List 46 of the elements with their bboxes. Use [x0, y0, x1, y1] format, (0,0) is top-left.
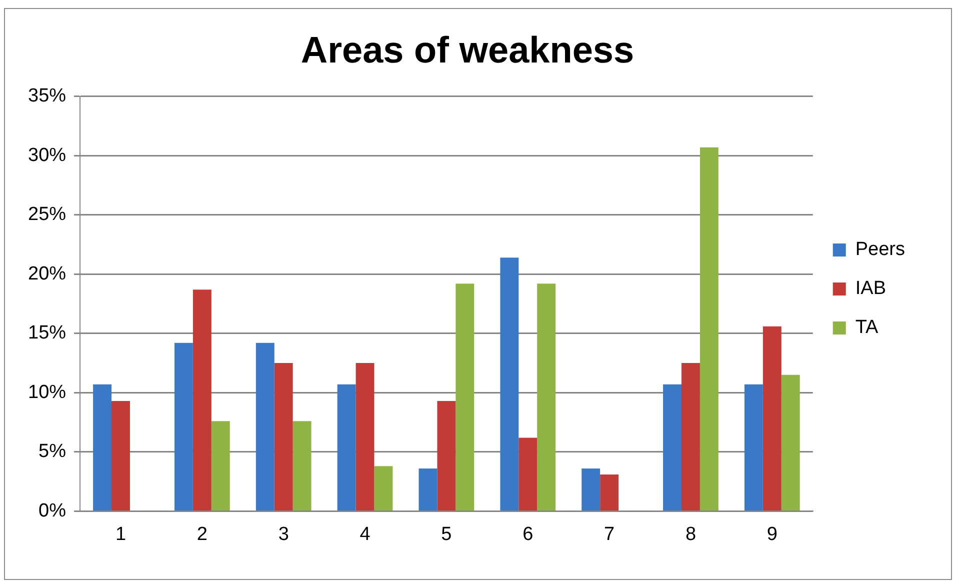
- bar: [456, 284, 474, 510]
- bar: [700, 147, 718, 510]
- bar: [663, 384, 682, 510]
- bar: [682, 363, 700, 510]
- bar: [274, 363, 293, 510]
- bar: [93, 384, 112, 510]
- y-tick-label: 15%: [28, 322, 66, 344]
- legend-label: IAB: [855, 278, 886, 300]
- bar: [192, 290, 212, 510]
- bar: [418, 468, 438, 510]
- bar: [600, 474, 619, 510]
- bar: [356, 363, 374, 510]
- bar: [256, 342, 274, 510]
- bar: [500, 258, 519, 510]
- bar: [582, 468, 600, 510]
- y-tick-label: 20%: [28, 263, 66, 284]
- legend-label: TA: [855, 317, 879, 338]
- bar: [174, 342, 193, 510]
- y-tick-label: 5%: [38, 441, 66, 462]
- y-tick-label: 10%: [28, 382, 66, 403]
- x-tick-label: 2: [196, 524, 208, 545]
- bar: [537, 284, 556, 510]
- bar: [337, 384, 356, 510]
- x-tick-label: 7: [604, 524, 615, 545]
- x-tick-label: 1: [115, 524, 126, 545]
- y-tick-label: 25%: [28, 204, 66, 226]
- bar: [374, 466, 393, 510]
- x-tick-label: 9: [766, 524, 778, 545]
- chart-title: Areas of weakness: [300, 29, 634, 70]
- bar: [437, 400, 456, 510]
- y-tick-label: 35%: [28, 86, 66, 107]
- bar: [781, 374, 800, 510]
- bar: [518, 438, 538, 510]
- x-tick-label: 5: [441, 524, 452, 545]
- x-tick-label: 3: [278, 524, 289, 545]
- bar: [292, 421, 312, 510]
- x-tick-label: 8: [685, 524, 696, 545]
- bar: [762, 326, 782, 510]
- y-tick-label: 30%: [28, 144, 66, 166]
- legend-label: Peers: [855, 239, 906, 260]
- bar: [112, 400, 130, 510]
- x-tick-label: 4: [360, 524, 371, 545]
- x-tick-label: 6: [522, 524, 534, 545]
- y-tick-label: 0%: [38, 500, 66, 522]
- bar: [744, 384, 763, 510]
- bar: [211, 421, 230, 510]
